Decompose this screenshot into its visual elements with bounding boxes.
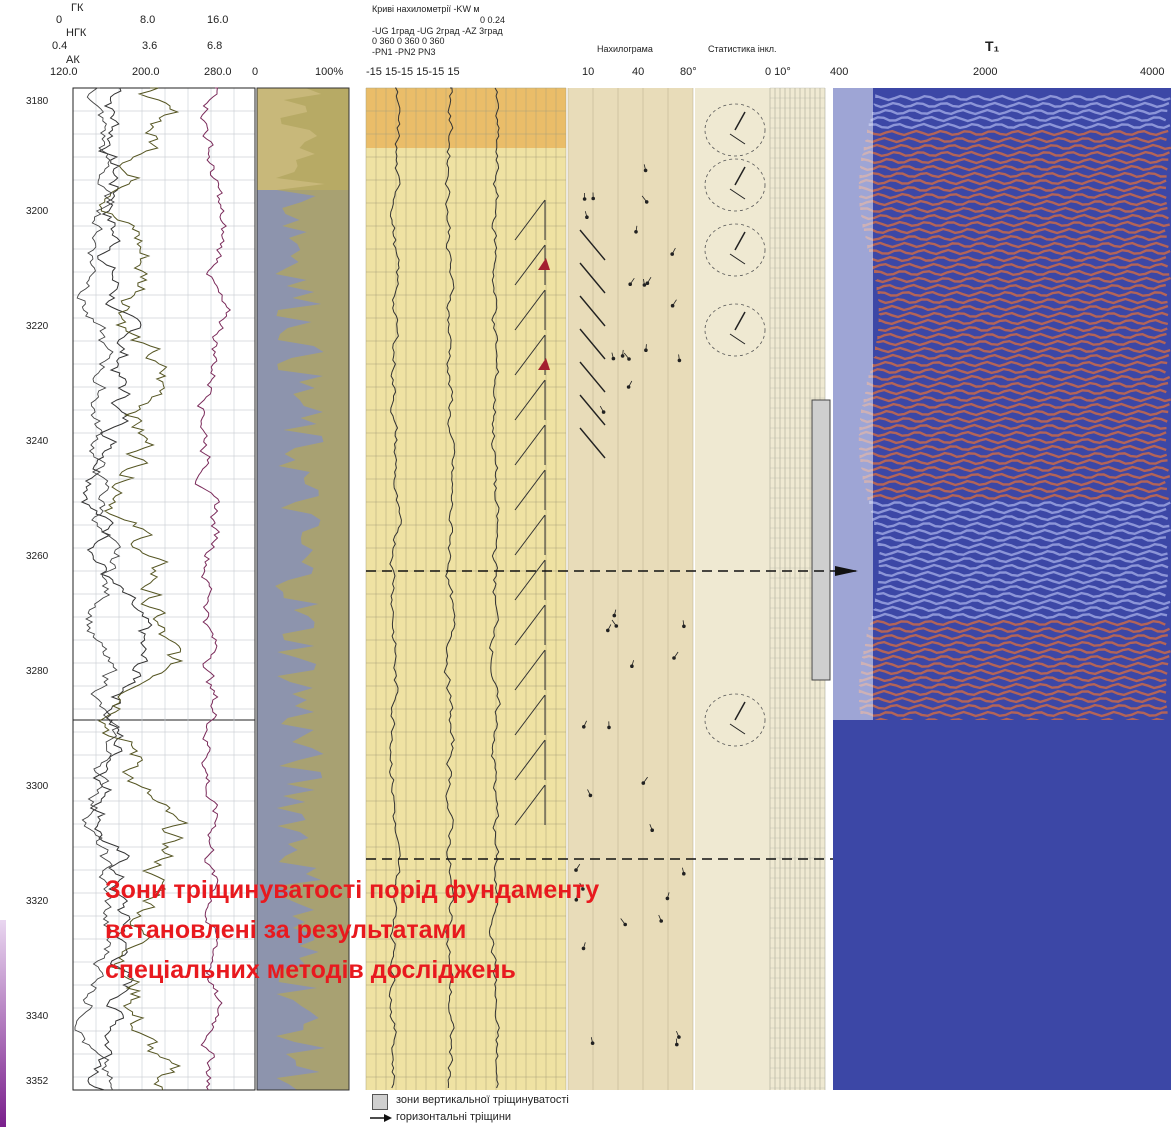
t1-title: T₁	[985, 38, 999, 54]
dip-tadpole	[602, 410, 606, 414]
dip-tail	[646, 344, 647, 350]
vertical-fracture-zone-bar	[812, 400, 830, 680]
dipmeter-scale-40: 40	[632, 66, 644, 78]
figure-caption: Зони тріщинуватості порід фундаменту вст…	[105, 870, 599, 990]
dip-tail	[676, 1039, 677, 1045]
t1-scale-mid: 2000	[973, 66, 997, 78]
legend-arrow-icon	[370, 1113, 392, 1123]
ak-scale-mid: 200.0	[132, 66, 160, 78]
t1-scale-max: 4000	[1140, 66, 1164, 78]
gk-label: ГК	[71, 2, 83, 14]
depth-label: 3200	[26, 206, 66, 217]
gk-scale-max: 16.0	[207, 14, 228, 26]
inclinometer-sub3: 0 360 0 360 0 360	[372, 36, 445, 46]
ngk-scale-max: 6.8	[207, 40, 222, 52]
depth-label: 3340	[26, 1011, 66, 1022]
dipmeter-title: Нахилограма	[597, 44, 653, 54]
depth-label: 3220	[26, 321, 66, 332]
ngk-label: НГК	[66, 27, 86, 39]
track-extension	[695, 720, 825, 1090]
gk-scale-mid: 8.0	[140, 14, 155, 26]
legend-vertical-zones: зони вертикальної тріщинуватості	[396, 1094, 569, 1106]
inclinometer-sub2: -UG 1град -UG 2град -AZ 3град	[372, 26, 503, 36]
gk-scale-0: 0	[56, 14, 62, 26]
dipmeter-scale-80: 80°	[680, 66, 697, 78]
inclinometer-scale: -15 15-15 15-15 15	[366, 66, 460, 78]
t1-scale-min: 400	[830, 66, 848, 78]
inclinometer-title: Криві нахилометрії -KW м	[372, 4, 480, 14]
depth-label: 3320	[26, 896, 66, 907]
depth-label: 3280	[26, 666, 66, 677]
ngk-scale-min: 0.4	[52, 40, 67, 52]
dipmeter-scale-10: 10	[582, 66, 594, 78]
curve-track-gk-ngk-ak	[73, 88, 255, 720]
statistics-track	[695, 88, 825, 720]
legend-zone-swatch	[372, 1094, 388, 1110]
pct-scale-max: 100%	[315, 66, 343, 78]
legend-horizontal-cracks: горизонтальні тріщини	[396, 1111, 511, 1123]
statistics-scale: 0 10°	[765, 66, 791, 78]
slide-accent-bar	[0, 920, 6, 1127]
pct-scale-min: 0	[252, 66, 258, 78]
statistics-title: Статистика інкл.	[708, 44, 777, 54]
depth-label: 3240	[26, 436, 66, 447]
ak-label: АК	[66, 54, 80, 66]
ak-scale-min: 120.0	[50, 66, 78, 78]
ak-scale-max: 280.0	[204, 66, 232, 78]
depth-label: 3260	[26, 551, 66, 562]
inclinometer-sub1: 0 0.24	[480, 15, 505, 25]
caption-line-1: Зони тріщинуватості порід фундаменту	[105, 870, 599, 910]
caption-line-3: спеціальних методів досліджень	[105, 950, 599, 990]
depth-label: 3300	[26, 781, 66, 792]
depth-label: 3352	[26, 1076, 66, 1087]
waveform-track-extension	[833, 720, 1171, 1090]
ngk-scale-mid: 3.6	[142, 40, 157, 52]
depth-label: 3180	[26, 96, 66, 107]
caption-line-2: встановлені за результатами	[105, 910, 599, 950]
inclinometer-sub4: -PN1 -PN2 PN3	[372, 47, 436, 57]
